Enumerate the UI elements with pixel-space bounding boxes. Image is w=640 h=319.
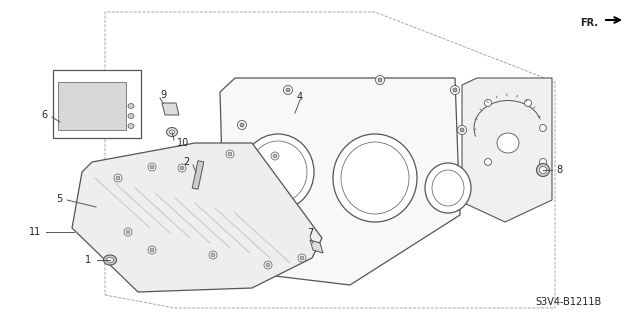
Ellipse shape bbox=[128, 103, 134, 108]
Text: 6: 6 bbox=[41, 110, 47, 120]
Ellipse shape bbox=[166, 128, 177, 137]
Ellipse shape bbox=[128, 114, 134, 118]
Polygon shape bbox=[462, 78, 552, 222]
Ellipse shape bbox=[150, 165, 154, 169]
Ellipse shape bbox=[497, 133, 519, 153]
Ellipse shape bbox=[333, 134, 417, 222]
Ellipse shape bbox=[525, 100, 531, 107]
Ellipse shape bbox=[273, 154, 277, 158]
Polygon shape bbox=[72, 143, 322, 292]
Text: S3V4-B1211B: S3V4-B1211B bbox=[535, 297, 601, 307]
Ellipse shape bbox=[458, 125, 467, 135]
Ellipse shape bbox=[104, 255, 116, 265]
Ellipse shape bbox=[266, 263, 270, 267]
Ellipse shape bbox=[540, 124, 547, 131]
Text: 10: 10 bbox=[177, 138, 189, 148]
Polygon shape bbox=[162, 103, 179, 115]
Ellipse shape bbox=[180, 166, 184, 170]
Text: 7: 7 bbox=[307, 228, 313, 238]
Ellipse shape bbox=[211, 253, 215, 257]
Ellipse shape bbox=[460, 128, 464, 132]
Ellipse shape bbox=[126, 230, 130, 234]
Ellipse shape bbox=[264, 261, 272, 269]
Ellipse shape bbox=[116, 176, 120, 180]
Ellipse shape bbox=[341, 142, 409, 214]
Ellipse shape bbox=[484, 159, 492, 166]
Ellipse shape bbox=[178, 164, 186, 172]
Polygon shape bbox=[192, 161, 204, 189]
Ellipse shape bbox=[425, 163, 471, 213]
FancyBboxPatch shape bbox=[58, 82, 126, 130]
Ellipse shape bbox=[124, 228, 132, 236]
Ellipse shape bbox=[484, 100, 492, 107]
Ellipse shape bbox=[150, 248, 154, 252]
Ellipse shape bbox=[148, 246, 156, 254]
Ellipse shape bbox=[240, 123, 244, 127]
Ellipse shape bbox=[226, 150, 234, 158]
Ellipse shape bbox=[228, 152, 232, 156]
Polygon shape bbox=[310, 240, 323, 253]
Text: 2: 2 bbox=[184, 157, 190, 167]
Text: 8: 8 bbox=[556, 165, 562, 175]
Ellipse shape bbox=[114, 174, 122, 182]
Text: 5: 5 bbox=[56, 194, 62, 204]
Ellipse shape bbox=[300, 256, 304, 260]
Ellipse shape bbox=[540, 159, 547, 166]
Ellipse shape bbox=[237, 121, 246, 130]
Text: 11: 11 bbox=[29, 227, 41, 237]
Ellipse shape bbox=[170, 130, 175, 134]
FancyBboxPatch shape bbox=[53, 70, 141, 138]
Ellipse shape bbox=[453, 88, 457, 92]
Ellipse shape bbox=[249, 141, 307, 203]
Ellipse shape bbox=[148, 163, 156, 171]
Ellipse shape bbox=[451, 85, 460, 94]
Ellipse shape bbox=[284, 85, 292, 94]
Ellipse shape bbox=[128, 123, 134, 129]
Ellipse shape bbox=[540, 167, 547, 174]
Text: 1: 1 bbox=[85, 255, 91, 265]
Text: FR.: FR. bbox=[580, 18, 598, 28]
Text: 4: 4 bbox=[297, 92, 303, 102]
Ellipse shape bbox=[242, 134, 314, 210]
Ellipse shape bbox=[536, 164, 550, 176]
Text: 9: 9 bbox=[160, 90, 166, 100]
Ellipse shape bbox=[298, 254, 306, 262]
Ellipse shape bbox=[378, 78, 382, 82]
Ellipse shape bbox=[209, 251, 217, 259]
Ellipse shape bbox=[271, 152, 279, 160]
Ellipse shape bbox=[432, 170, 464, 206]
Ellipse shape bbox=[286, 88, 290, 92]
Polygon shape bbox=[220, 78, 460, 285]
Ellipse shape bbox=[106, 257, 113, 263]
Ellipse shape bbox=[376, 76, 385, 85]
